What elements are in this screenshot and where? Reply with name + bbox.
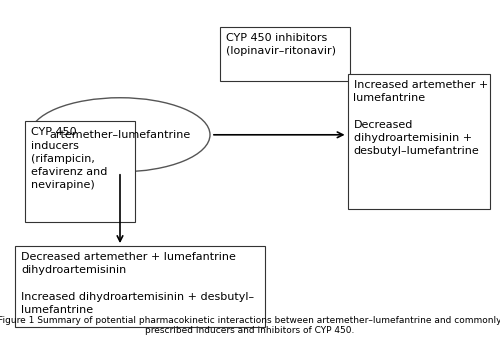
Text: Increased artemether +
lumefantrine

Decreased
dihydroartemisinin +
desbutyl–lum: Increased artemether + lumefantrine Decr… [354, 80, 488, 156]
Text: Decreased artemether + lumefantrine
dihydroartemisinin

Increased dihydroartemis: Decreased artemether + lumefantrine dihy… [21, 252, 254, 315]
FancyBboxPatch shape [220, 27, 350, 81]
FancyBboxPatch shape [15, 246, 265, 327]
Text: CYP 450
inducers
(rifampicin,
efavirenz and
nevirapine): CYP 450 inducers (rifampicin, efavirenz … [31, 127, 108, 190]
FancyBboxPatch shape [25, 121, 135, 222]
Text: artemether–lumefantrine: artemether–lumefantrine [50, 130, 190, 140]
Text: Figure 1 Summary of potential pharmacokinetic interactions between artemether–lu: Figure 1 Summary of potential pharmacoki… [0, 316, 500, 335]
FancyBboxPatch shape [348, 74, 490, 209]
Text: CYP 450 inhibitors
(lopinavir–ritonavir): CYP 450 inhibitors (lopinavir–ritonavir) [226, 33, 336, 56]
